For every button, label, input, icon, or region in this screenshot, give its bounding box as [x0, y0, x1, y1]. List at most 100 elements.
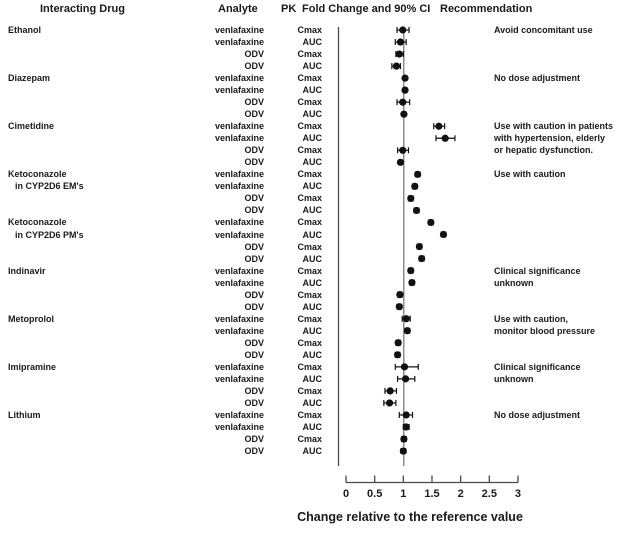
forest-point: [415, 242, 423, 251]
pk-label: Cmax: [297, 313, 322, 324]
pk-label: Cmax: [297, 289, 322, 300]
forest-point: [386, 387, 394, 395]
analyte-label: venlafaxine: [214, 133, 264, 144]
pk-label: AUC: [302, 85, 323, 96]
analyte-label: ODV: [244, 109, 264, 120]
column-header-fold-change: Fold Change and 90% CI: [302, 3, 431, 15]
drug-label: Ethanol: [8, 25, 41, 35]
analyte-label: ODV: [244, 289, 264, 300]
pk-label: AUC: [302, 181, 323, 192]
pk-label: Cmax: [297, 97, 322, 108]
drug-label: in CYP2D6 EM's: [15, 181, 84, 192]
recommendation-text: No dose adjustment: [494, 409, 581, 420]
analyte-label: venlafaxine: [214, 277, 264, 288]
x-tick-label: 3: [515, 488, 521, 500]
forest-point: [395, 303, 403, 311]
pk-label: Cmax: [297, 409, 322, 420]
pk-label: Cmax: [297, 241, 322, 252]
pk-label: AUC: [302, 446, 323, 457]
forest-point: [399, 447, 407, 455]
forest-point: [396, 38, 405, 46]
forest-point: [402, 375, 410, 383]
analyte-label: ODV: [244, 241, 264, 252]
forest-point: [393, 351, 402, 359]
forest-point: [407, 194, 415, 203]
analyte-label: venlafaxine: [214, 373, 264, 384]
analyte-label: ODV: [244, 434, 264, 445]
forest-point: [394, 339, 402, 347]
drug-label: Imipramine: [8, 361, 57, 372]
forest-point: [401, 74, 409, 82]
recommendation-text: monitor blood pressure: [494, 325, 596, 336]
drug-label: in CYP2D6 PM's: [15, 229, 84, 240]
column-header-recommendation: Recommendation: [440, 3, 533, 15]
recommendation-text: Avoid concomitant use: [494, 25, 593, 35]
analyte-label: ODV: [244, 49, 264, 60]
forest-point: [402, 411, 410, 419]
forest-point: [403, 327, 411, 335]
forest-point: [395, 50, 403, 58]
analyte-label: ODV: [244, 301, 264, 312]
analyte-label: venlafaxine: [214, 181, 264, 192]
analyte-label: venlafaxine: [214, 229, 264, 240]
pk-label: AUC: [302, 349, 323, 360]
forest-point: [418, 254, 426, 263]
pk-label: Cmax: [297, 337, 322, 348]
x-axis-title: Change relative to the reference value: [297, 510, 523, 524]
pk-label: AUC: [302, 109, 323, 120]
analyte-label: venlafaxine: [214, 121, 264, 132]
forest-point: [399, 26, 407, 34]
pk-label: AUC: [302, 301, 323, 312]
recommendation-text: Use with caution: [494, 169, 566, 180]
x-tick-label: 2: [458, 488, 464, 500]
forest-point: [399, 146, 407, 154]
x-tick-label: 2.5: [482, 488, 497, 500]
drug-label: Indinavir: [8, 265, 46, 276]
forest-point: [411, 182, 419, 190]
analyte-label: ODV: [244, 397, 264, 408]
analyte-label: venlafaxine: [214, 421, 264, 432]
forest-point: [399, 98, 407, 106]
pk-label: Cmax: [297, 265, 322, 276]
analyte-label: venlafaxine: [214, 361, 264, 372]
pk-label: AUC: [302, 277, 323, 288]
analyte-label: ODV: [244, 385, 264, 396]
forest-point: [412, 206, 421, 215]
forest-point: [400, 110, 408, 118]
forest-point: [439, 230, 448, 239]
column-header-interacting-drug: Interacting Drug: [40, 3, 125, 15]
pk-label: Cmax: [297, 385, 322, 396]
analyte-label: venlafaxine: [214, 85, 264, 96]
recommendation-text: with hypertension, elderly: [494, 133, 606, 144]
analyte-label: ODV: [244, 253, 264, 264]
pk-label: Cmax: [297, 169, 322, 180]
forest-point: [402, 423, 410, 431]
pk-label: Cmax: [297, 217, 322, 228]
drug-label: Diazepam: [8, 73, 51, 84]
pk-label: AUC: [302, 37, 323, 48]
drug-label: Ketoconazole: [8, 169, 67, 180]
recommendation-text: Clinical significance: [494, 265, 581, 276]
pk-label: Cmax: [297, 73, 322, 84]
drug-label: Lithium: [8, 409, 41, 420]
analyte-label: venlafaxine: [214, 217, 264, 228]
recommendation-text: unknown: [494, 373, 534, 384]
drug-label: Cimetidine: [8, 121, 55, 132]
pk-label: Cmax: [297, 434, 322, 445]
analyte-label: venlafaxine: [214, 169, 264, 180]
pk-label: Cmax: [297, 121, 322, 132]
x-tick-label: 0.5: [367, 488, 382, 500]
forest-point: [427, 218, 435, 227]
recommendation-text: No dose adjustment: [494, 73, 581, 84]
pk-label: AUC: [302, 133, 323, 144]
pk-label: Cmax: [297, 361, 322, 372]
pk-label: AUC: [302, 325, 323, 336]
forest-point: [435, 122, 443, 130]
analyte-label: venlafaxine: [214, 25, 264, 35]
column-header-pk: PK: [281, 3, 297, 15]
forest-point: [407, 267, 415, 275]
column-header-analyte: Analyte: [218, 3, 258, 15]
forest-point: [396, 291, 404, 299]
x-tick-label: 1.5: [424, 488, 439, 500]
